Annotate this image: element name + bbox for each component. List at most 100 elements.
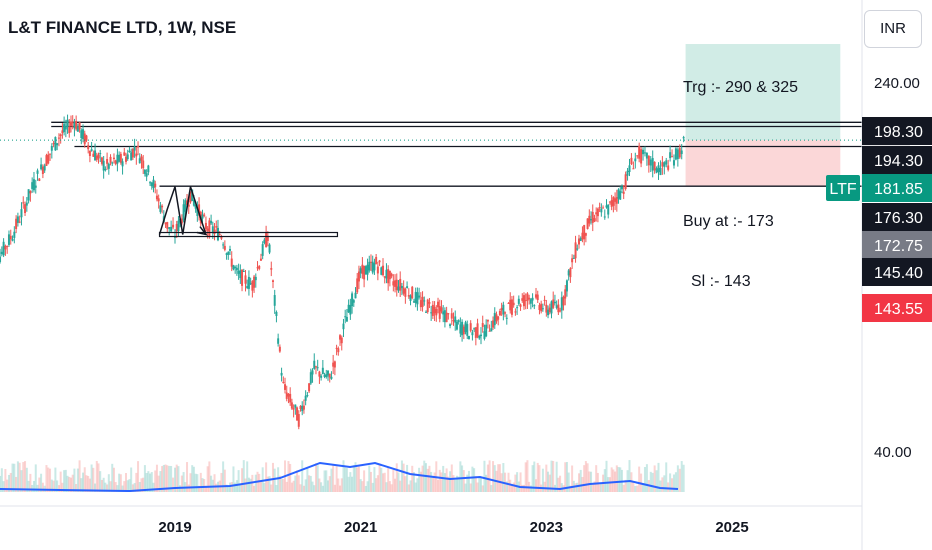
volume-bar xyxy=(526,460,529,492)
volume-bar xyxy=(356,467,359,492)
x-tick-label: 2019 xyxy=(158,519,191,536)
candle xyxy=(150,181,153,190)
volume-bar xyxy=(121,485,124,492)
candle xyxy=(296,406,299,421)
candle xyxy=(266,231,269,247)
volume-bar xyxy=(241,468,244,492)
candle xyxy=(154,180,157,194)
volume-bar xyxy=(478,477,481,492)
support-rectangle[interactable] xyxy=(158,231,339,238)
volume-bar xyxy=(271,462,274,492)
volume-bar xyxy=(68,476,71,492)
candle xyxy=(83,130,86,148)
candle xyxy=(285,385,288,402)
pattern-zigzag[interactable] xyxy=(158,186,207,235)
candle xyxy=(52,140,55,148)
candle xyxy=(15,215,18,234)
candle xyxy=(271,279,274,289)
candle xyxy=(90,141,93,152)
volume-bar xyxy=(265,462,268,492)
candle xyxy=(68,119,71,138)
volume-bar xyxy=(364,485,367,492)
candle xyxy=(159,201,162,214)
volume-bar xyxy=(366,481,369,492)
volume-bar xyxy=(213,474,216,492)
candle xyxy=(596,207,599,223)
volume-bar xyxy=(416,478,419,492)
volume-bar xyxy=(636,485,639,492)
volume-bar xyxy=(306,467,309,492)
volume-bar xyxy=(299,484,302,492)
volume-bar xyxy=(24,461,27,492)
candle xyxy=(555,300,558,310)
candle xyxy=(371,255,374,275)
candle xyxy=(483,324,486,341)
candle xyxy=(32,171,35,193)
volume-bar xyxy=(253,485,256,492)
volume-bar xyxy=(663,475,666,492)
volume-bar xyxy=(354,462,357,492)
volume-bar xyxy=(402,463,405,492)
candle xyxy=(457,319,460,325)
candle xyxy=(107,162,110,175)
candle xyxy=(579,236,582,242)
candle xyxy=(18,215,21,224)
candle xyxy=(280,367,283,382)
candle xyxy=(462,324,465,340)
candle xyxy=(388,270,391,287)
volume-bar xyxy=(591,482,594,492)
candle xyxy=(492,316,495,330)
candle xyxy=(246,279,249,290)
candle xyxy=(82,124,85,143)
volume-bar xyxy=(449,471,452,492)
candle xyxy=(376,261,379,281)
candle xyxy=(111,161,114,166)
candle xyxy=(239,264,242,284)
volume-bar xyxy=(75,484,78,492)
candle xyxy=(340,335,343,351)
candle xyxy=(261,241,264,260)
candle xyxy=(222,242,225,249)
volume-bar xyxy=(2,481,5,492)
candle xyxy=(49,153,52,161)
candle xyxy=(461,319,464,342)
candle xyxy=(128,146,131,153)
volume-bar xyxy=(47,467,50,492)
candle xyxy=(514,308,517,316)
currency-button[interactable]: INR xyxy=(864,10,922,48)
volume-bar xyxy=(56,480,59,492)
candle xyxy=(34,179,37,194)
candle xyxy=(392,274,395,292)
candle xyxy=(85,134,88,143)
volume-bar xyxy=(371,482,374,492)
candle xyxy=(16,212,19,227)
volume-bar xyxy=(199,472,202,492)
volume-bar xyxy=(107,474,110,492)
candle xyxy=(607,204,610,219)
candle xyxy=(528,294,531,305)
volume-bar xyxy=(126,480,129,492)
volume-bar xyxy=(394,478,397,492)
volume-bar xyxy=(488,460,491,492)
volume-bar xyxy=(88,478,91,492)
candle xyxy=(345,308,348,322)
volume-bar xyxy=(64,469,67,492)
volume-bar xyxy=(249,478,252,492)
candle xyxy=(13,226,16,244)
candle xyxy=(610,194,613,211)
candle xyxy=(590,211,593,225)
candle xyxy=(282,376,285,384)
volume-bar xyxy=(268,476,271,492)
candle xyxy=(95,152,98,162)
candle xyxy=(500,302,503,316)
candle xyxy=(469,320,472,333)
candle xyxy=(634,152,637,169)
volume-bar xyxy=(222,461,225,492)
volume-bar xyxy=(373,467,376,492)
volume-bar xyxy=(579,469,582,492)
candle xyxy=(595,207,598,222)
candle xyxy=(535,287,538,300)
volume-bar xyxy=(220,472,223,492)
volume-bar xyxy=(244,478,247,492)
